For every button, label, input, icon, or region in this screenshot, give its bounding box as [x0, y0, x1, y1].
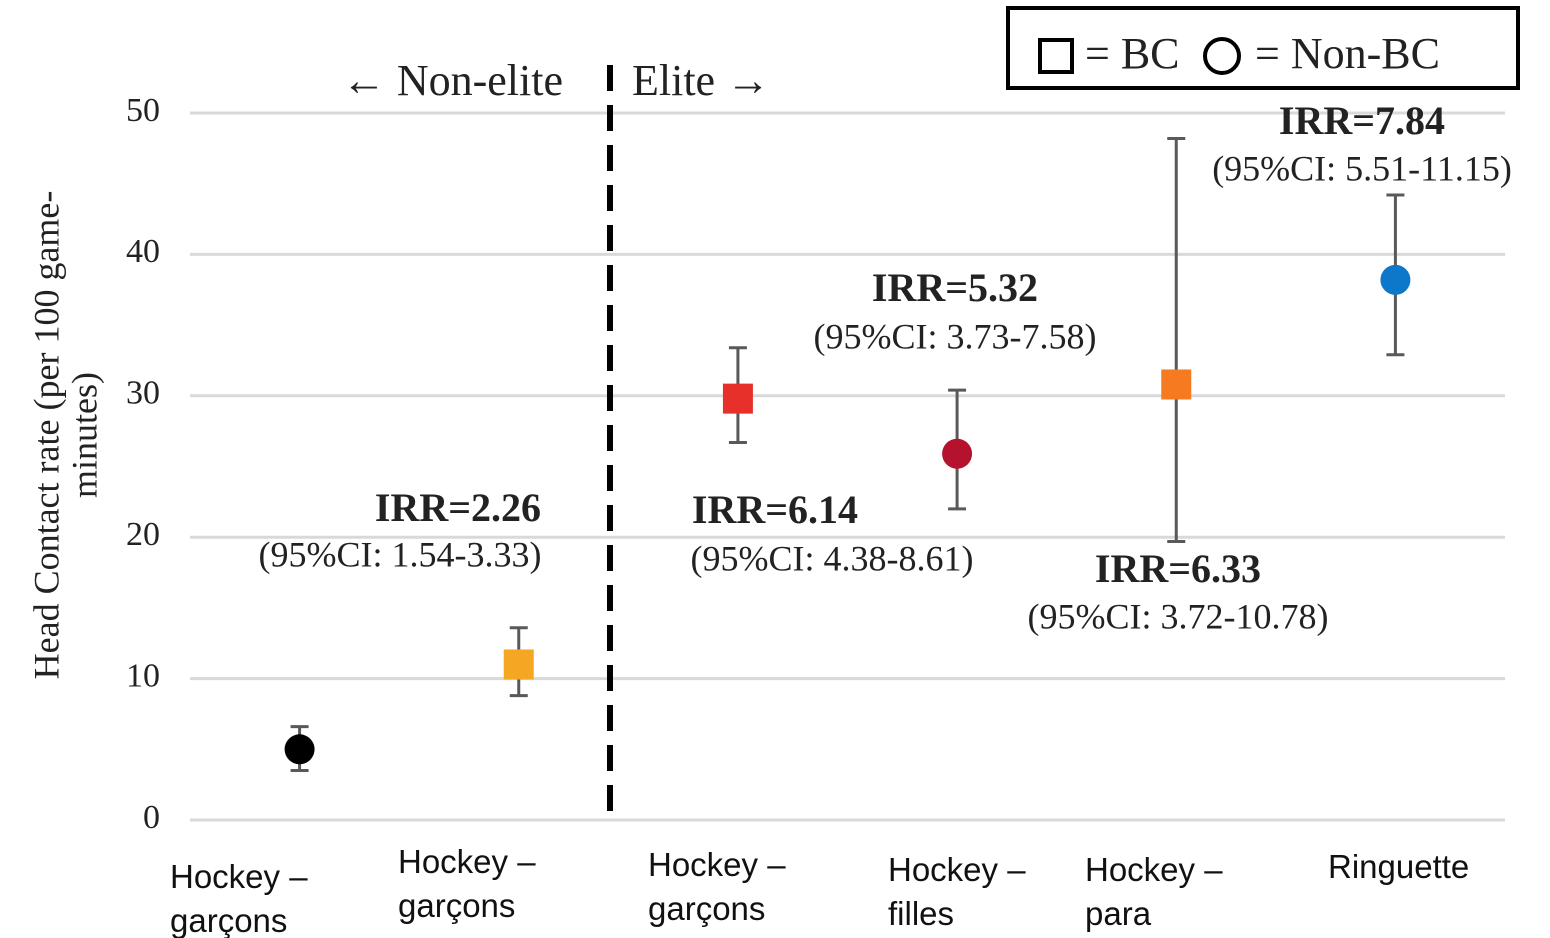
annotation-title: IRR=6.33: [1095, 546, 1261, 591]
x-tick-label: Ringuette: [1328, 848, 1470, 885]
y-tick-label: 50: [126, 92, 160, 129]
annotation-title: IRR=5.32: [872, 265, 1038, 310]
y-tick-label: 10: [126, 657, 160, 694]
marker: [722, 383, 753, 414]
y-tick-label: 0: [143, 799, 160, 836]
x-tick-label: Hockey – filles: [888, 851, 1026, 932]
y-tick-label: 20: [126, 516, 160, 553]
y-axis-label: minutes): [64, 372, 104, 498]
annotation-ci: (95%CI: 1.54-3.33): [259, 534, 542, 574]
annotation-title: IRR=7.84: [1279, 98, 1445, 143]
y-tick-label: 40: [126, 233, 160, 270]
x-tick-label: Hockey – garçons: [398, 843, 536, 924]
legend-label: = Non-BC: [1255, 29, 1440, 78]
y-tick-label: 30: [126, 375, 160, 412]
y-axis-label: Head Contact rate (per 100 game-: [26, 191, 66, 680]
marker: [1161, 369, 1192, 400]
x-tick-label: Hockey – garçons: [648, 846, 786, 927]
marker: [1380, 264, 1411, 295]
legend-label: = BC: [1085, 29, 1180, 78]
marker: [503, 649, 534, 680]
header-left: ← Non-elite: [342, 56, 563, 105]
legend-box: [1006, 6, 1520, 90]
annotation-ci: (95%CI: 4.38-8.61): [691, 538, 974, 578]
header-right: Elite →: [632, 56, 770, 105]
legend-square: [1038, 38, 1074, 74]
annotation-ci: (95%CI: 3.73-7.58): [814, 316, 1097, 356]
marker: [942, 438, 973, 469]
annotation-ci: (95%CI: 5.51-11.15): [1212, 148, 1512, 188]
annotation-ci: (95%CI: 3.72-10.78): [1028, 596, 1329, 636]
x-tick-label: Hockey – garçons: [170, 858, 308, 938]
marker: [284, 734, 315, 765]
annotation-title: IRR=2.26: [375, 485, 541, 530]
annotation-title: IRR=6.14: [692, 487, 858, 532]
x-tick-label: Hockey – para: [1085, 851, 1223, 932]
legend-circle: [1203, 37, 1241, 75]
